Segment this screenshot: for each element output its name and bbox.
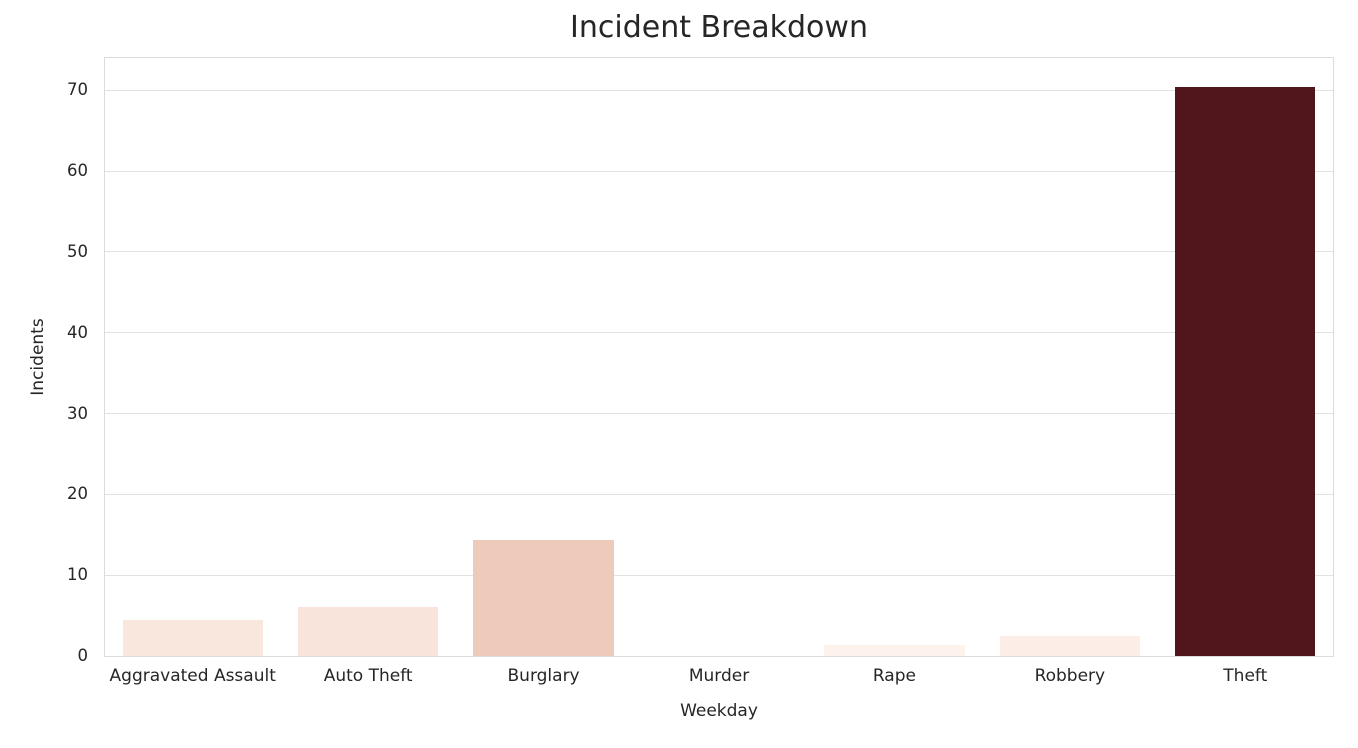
y-tick-label-20: 20	[67, 484, 88, 504]
y-tick-label-10: 10	[67, 565, 88, 585]
bar-aggravated-assault	[122, 620, 263, 656]
gridline-y-10	[105, 574, 1333, 576]
x-tick-label-murder: Murder	[688, 666, 750, 686]
x-axis-label: Weekday	[680, 701, 758, 721]
y-tick-label-0: 0	[77, 646, 89, 665]
gridline-y-30	[105, 413, 1333, 415]
bar-burglary	[473, 540, 614, 656]
bar-rape	[824, 644, 965, 656]
gridline-y-50	[105, 251, 1333, 253]
bar-auto-theft	[297, 606, 439, 656]
y-tick-label-60: 60	[67, 161, 88, 181]
y-tick-label-30: 30	[67, 403, 88, 423]
gridline-y-20	[105, 493, 1333, 495]
gridline-y-70	[105, 89, 1333, 91]
x-tick-label-rape: Rape	[872, 666, 916, 686]
x-tick-label-robbery: Robbery	[1034, 666, 1106, 686]
x-tick-label-theft: Theft	[1223, 666, 1268, 686]
y-tick-label-70: 70	[67, 80, 88, 100]
plot-area	[104, 57, 1334, 657]
x-tick-label-burglary: Burglary	[507, 666, 580, 686]
y-tick-label-50: 50	[67, 241, 88, 261]
bar-theft	[1175, 87, 1316, 656]
x-tick-label-auto-theft: Auto Theft	[323, 666, 413, 686]
y-tick-label-40: 40	[67, 322, 88, 342]
gridline-y-60	[105, 170, 1333, 172]
chart-title: Incident Breakdown	[570, 10, 868, 45]
x-tick-label-aggravated-assault: Aggravated Assault	[109, 666, 276, 686]
bar-robbery	[999, 635, 1140, 656]
gridline-y-40	[105, 332, 1333, 334]
